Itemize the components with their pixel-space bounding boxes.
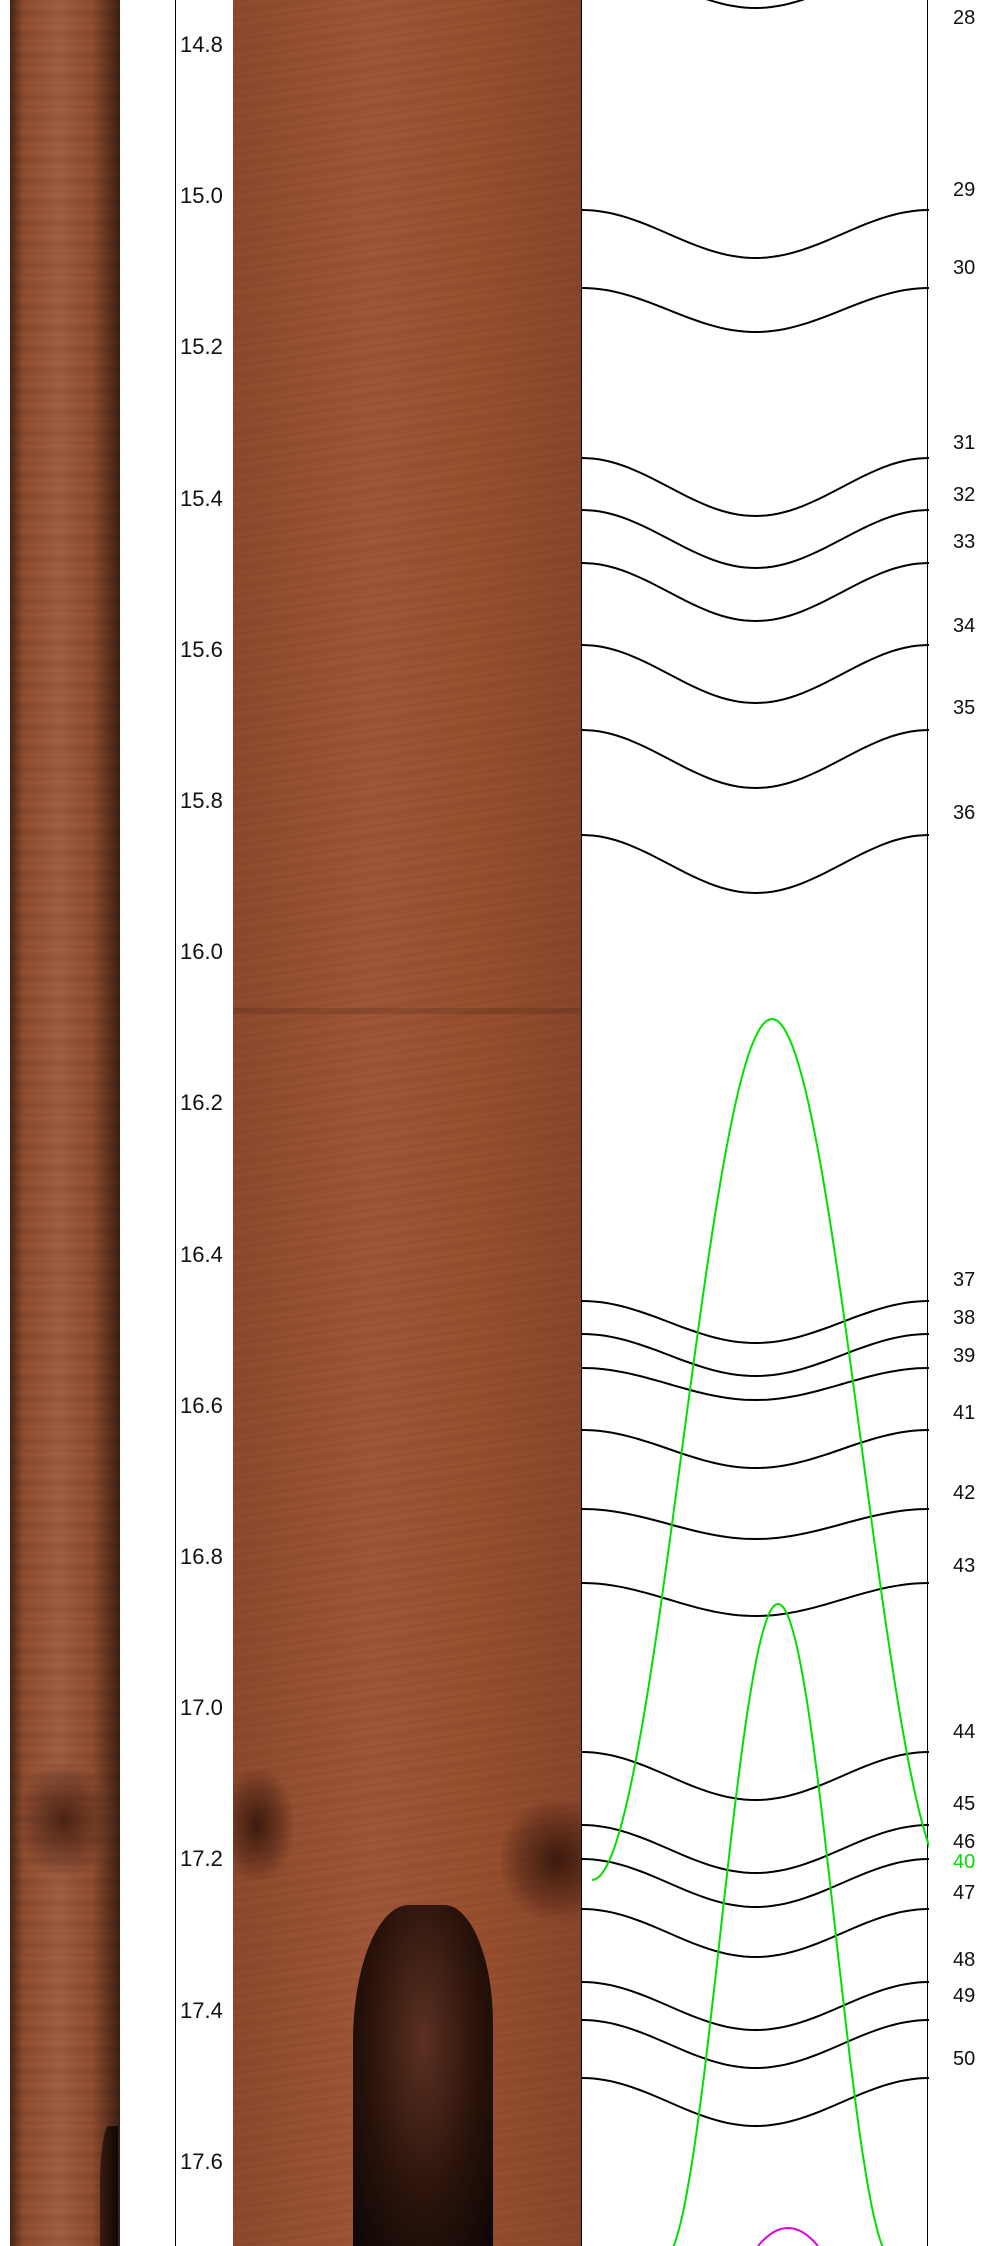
sinusoid-pick-37[interactable] xyxy=(582,1300,929,1345)
pick-label-50: 50 xyxy=(953,2048,976,2070)
pick-label-35: 35 xyxy=(953,697,976,719)
depth-axis: 14.8 15.0 15.2 15.4 15.6 15.8 16.0 16.2 16.4 16.6… xyxy=(175,0,234,2246)
sinusoid-pick-40[interactable] xyxy=(591,1017,929,1881)
pick-label-30: 30 xyxy=(953,257,976,279)
sinusoid-pick-35[interactable] xyxy=(582,729,929,790)
pick-label-41: 41 xyxy=(953,1402,976,1424)
depth-tick-label: 15.8 xyxy=(180,788,223,813)
depth-tick-label: 15.0 xyxy=(180,183,223,209)
breakout-right xyxy=(501,1800,581,1920)
core-void-cavity xyxy=(353,1905,493,2246)
sinusoid-pick-33[interactable] xyxy=(582,562,929,623)
pick-label-34: 34 xyxy=(953,615,976,637)
sinusoid-pick-45[interactable] xyxy=(582,1824,929,1875)
pick-label-31: 31 xyxy=(953,432,976,454)
sinusoid-pick-50[interactable] xyxy=(582,2077,929,2128)
pick-label-29: 29 xyxy=(953,179,976,201)
depth-tick-label: 17.2 xyxy=(180,1846,223,1872)
depth-tick-label: 14.8 xyxy=(180,32,223,57)
pick-label-45: 45 xyxy=(953,1793,976,1815)
pick-label-36: 36 xyxy=(953,802,976,824)
pick-label-37: 37 xyxy=(953,1269,976,1291)
pick-label-32: 32 xyxy=(953,484,976,506)
sinusoid-pick-magenta[interactable] xyxy=(757,2227,819,2246)
sinusoid-pick-31[interactable] xyxy=(582,457,929,518)
pick-label-46: 46 xyxy=(953,1831,976,1853)
pick-label-49: 49 xyxy=(953,1985,976,2007)
pick-label-47: 47 xyxy=(953,1882,976,1904)
sinusoid-pick-34[interactable] xyxy=(582,644,929,705)
sinusoid-pick-36[interactable] xyxy=(582,834,929,895)
sinusoid-pick-48[interactable] xyxy=(582,1981,929,2032)
depth-tick-label: 17.0 xyxy=(180,1695,223,1721)
core-image-unwrapped-thumbnail xyxy=(10,0,120,2246)
pick-label-43: 43 xyxy=(953,1555,976,1577)
core-thumbnail-void xyxy=(100,2126,118,2246)
sinusoid-pick-43[interactable] xyxy=(582,1582,929,1618)
picks-svg xyxy=(582,0,929,2246)
pick-label-42: 42 xyxy=(953,1482,976,1504)
sinusoid-pick-39[interactable] xyxy=(582,1367,929,1402)
sinusoid-pick-49[interactable] xyxy=(582,2019,929,2070)
sinusoid-pick-secondary-green[interactable] xyxy=(663,1602,893,2246)
pick-label-38: 38 xyxy=(953,1307,976,1329)
depth-tick-label: 15.4 xyxy=(180,485,223,511)
sinusoid-pick-30[interactable] xyxy=(582,287,929,334)
depth-tick-label: 16.4 xyxy=(180,1241,223,1267)
breakout-left xyxy=(233,1770,293,1880)
sinusoid-pick-46[interactable] xyxy=(582,1858,929,1909)
pick-label-40: 40 xyxy=(953,1851,976,1873)
sinusoid-pick-42[interactable] xyxy=(582,1508,929,1541)
image-stitch-seam xyxy=(233,1008,581,1014)
depth-tick-label: 16.2 xyxy=(180,1090,223,1116)
sinusoid-picks-panel[interactable] xyxy=(581,0,929,2246)
depth-tick-label: 17.6 xyxy=(180,2148,223,2174)
sinusoid-pick-38[interactable] xyxy=(582,1333,929,1378)
sinusoid-pick-29[interactable] xyxy=(582,209,929,260)
depth-tick-label: 15.2 xyxy=(180,334,223,360)
core-image-unrolled[interactable] xyxy=(233,0,581,2246)
pick-label-44: 44 xyxy=(953,1721,976,1743)
depth-tick-label: 16.0 xyxy=(180,939,223,965)
pick-label-48: 48 xyxy=(953,1949,976,1971)
sinusoid-pick-47[interactable] xyxy=(582,1908,929,1959)
core-thumbnail-breakout xyxy=(16,1760,111,1880)
sinusoid-pick-32[interactable] xyxy=(582,509,929,570)
depth-tick-label: 15.6 xyxy=(180,636,223,662)
depth-tick-label: 16.6 xyxy=(180,1392,223,1418)
pick-label-39: 39 xyxy=(953,1345,976,1367)
sinusoid-pick-44[interactable] xyxy=(582,1751,929,1802)
pick-label-33: 33 xyxy=(953,531,976,553)
sinusoid-pick-28[interactable] xyxy=(582,0,929,10)
depth-tick-label: 16.8 xyxy=(180,1544,223,1569)
sinusoid-pick-41[interactable] xyxy=(582,1429,929,1470)
pick-label-28: 28 xyxy=(953,7,976,29)
depth-tick-label: 17.4 xyxy=(180,1997,223,2023)
